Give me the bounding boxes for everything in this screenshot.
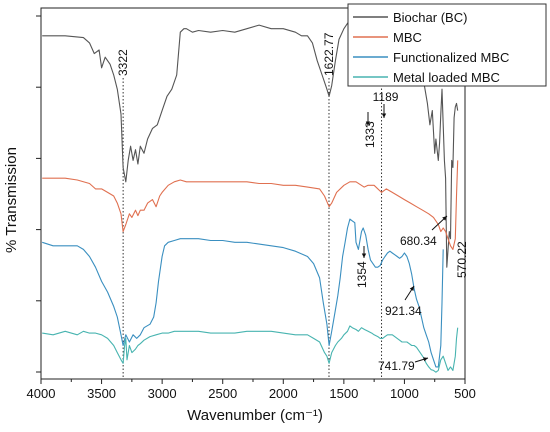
annotation-570-22: 570.22 [455,241,469,278]
y-axis-title: % Transmission [3,147,20,253]
legend-label-4: Metal loaded MBC [393,70,500,85]
annotation-arrowhead [381,113,387,118]
annotations: 1333 1354 680.34 570.22 921.34 741.79 [355,104,469,373]
annotation-arrowhead [423,357,428,362]
marker-label: 1189 [373,90,399,104]
x-tick-label: 500 [454,386,476,401]
x-tick-label: 1000 [390,386,419,401]
annotation-1354: 1354 [355,261,369,288]
x-tick-label: 2500 [208,386,237,401]
series-line-3 [42,218,444,368]
x-tick-label: 4000 [27,386,56,401]
annotation-arrowhead [442,216,447,221]
legend-label-1: Biochar (BC) [393,10,467,25]
marker-label: 3322 [116,49,130,76]
legend-label-3: Functionalized MBC [393,50,509,65]
series-line-2 [42,160,459,250]
annotation-680-34: 680.34 [400,234,437,248]
annotation-arrowhead [361,253,367,258]
marker-label: 1622.77 [322,32,336,76]
legend: Biochar (BC) MBC Functionalized MBC Metal l… [347,3,547,87]
x-axis-title: Wavenumber (cm⁻¹) [187,407,323,424]
annotation-arrowhead [409,286,414,291]
x-tick-label: 1500 [329,386,358,401]
series-group [42,6,459,373]
x-tick-label: 3000 [148,386,177,401]
annotation-741-79: 741.79 [378,359,415,373]
x-tick-label: 2000 [269,386,298,401]
series-line-4 [42,325,459,373]
y-axis [36,15,41,373]
annotation-921-34: 921.34 [385,304,422,318]
legend-label-2: MBC [393,30,422,45]
x-axis: 4000 3500 3000 2500 2000 1500 1000 500 [27,379,476,401]
annotation-arrowhead [365,121,371,126]
series-line-1 [42,6,459,268]
annotation-1333: 1333 [363,121,377,148]
x-tick-label: 3500 [87,386,116,401]
